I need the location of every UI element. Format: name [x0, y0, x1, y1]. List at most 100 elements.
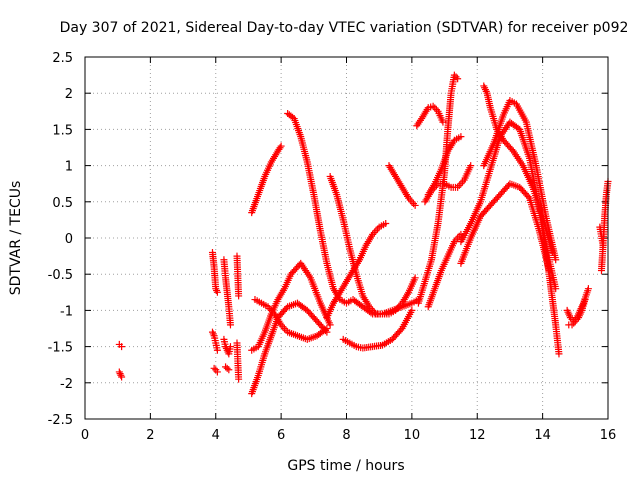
y-tick-label: 0.5 [52, 196, 73, 211]
data-point [118, 373, 126, 381]
data-point [467, 162, 475, 170]
x-tick-label: 8 [342, 428, 350, 443]
series-arc-02 [115, 368, 126, 381]
data-point [208, 328, 216, 336]
data-point [235, 292, 243, 300]
x-tick-label: 16 [600, 428, 617, 443]
data-point [116, 370, 124, 378]
data-point [117, 371, 125, 379]
series-arc-05 [210, 364, 221, 376]
data-point [382, 220, 390, 228]
series-arc-01 [115, 340, 126, 351]
data-point [223, 364, 231, 372]
data-point [570, 319, 578, 327]
data-point [454, 75, 462, 83]
data-point [115, 368, 123, 376]
series-arc-14 [251, 296, 331, 343]
series-arc-30 [563, 285, 592, 325]
x-tick-label: 4 [212, 428, 220, 443]
series-arc-23 [424, 230, 465, 311]
series-arc-09 [233, 252, 243, 300]
data-point [568, 321, 576, 329]
data-point [210, 364, 218, 372]
data-point [323, 325, 331, 332]
data-point [235, 375, 243, 383]
data-point [565, 310, 573, 318]
data-point [584, 285, 592, 293]
data-point [552, 256, 560, 264]
data-point [118, 343, 126, 351]
data-point [213, 286, 221, 294]
y-tick-label: -2.5 [48, 413, 73, 428]
x-tick-label: 6 [277, 428, 285, 443]
series-arc-08 [222, 363, 233, 374]
data-point [213, 288, 221, 296]
data-point [439, 118, 447, 126]
y-tick-label: 2.5 [52, 51, 73, 66]
data-point [411, 201, 419, 209]
data-point [226, 321, 234, 329]
series-arc-13 [248, 299, 331, 398]
x-tick-label: 0 [81, 428, 89, 443]
data-point [326, 321, 334, 329]
data-point [411, 274, 419, 282]
series-arc-20 [413, 102, 447, 130]
series-arc-33 [596, 223, 607, 249]
y-tick-label: -1 [60, 304, 73, 319]
data-point [524, 193, 532, 201]
data-point [280, 325, 288, 332]
series-arc-15 [284, 109, 422, 318]
series-arc-04 [208, 328, 221, 354]
data-point [372, 227, 380, 235]
x-tick-labels: 0 2 4 6 8 10 12 14 16 [81, 428, 616, 443]
plot-frame [84, 56, 609, 420]
data-point [397, 326, 405, 334]
chart-title: Day 307 of 2021, Sidereal Day-to-day VTE… [60, 20, 629, 36]
data-point [209, 330, 217, 338]
series-arc-28 [480, 82, 556, 256]
series-arc-12 [248, 259, 334, 354]
x-tick-label: 2 [146, 428, 154, 443]
data-point [213, 368, 221, 376]
series-arc-07 [220, 335, 234, 358]
data-point [581, 296, 589, 304]
series-arc-11 [248, 142, 285, 217]
x-tick-label: 14 [534, 428, 551, 443]
data-point [555, 350, 563, 358]
y-tick-label: 2 [65, 87, 73, 102]
series-arc-24 [421, 162, 475, 206]
data-point [431, 104, 439, 112]
series-arc-16 [323, 220, 390, 322]
data-point [213, 346, 221, 354]
series-arc-31 [565, 296, 589, 329]
data-markers [115, 71, 612, 398]
data-point [408, 198, 416, 206]
series-arc-17 [326, 172, 419, 318]
data-point [455, 182, 463, 190]
data-point [599, 241, 607, 249]
series-arc-06 [220, 256, 234, 329]
data-point [429, 102, 437, 110]
data-point [321, 326, 329, 334]
data-point [225, 366, 233, 374]
series-arc-18 [339, 306, 416, 352]
y-axis-title: SDTVAR / TECUs [8, 181, 24, 296]
x-tick-label: 12 [469, 428, 486, 443]
data-point [432, 106, 440, 114]
data-point [277, 142, 285, 150]
data-point [226, 343, 234, 351]
y-tick-label: 0 [65, 232, 73, 247]
data-point [276, 144, 284, 152]
x-axis-title: GPS time / hours [287, 458, 404, 474]
series-arc-21 [414, 71, 462, 307]
series-arc-10 [233, 339, 243, 383]
data-point [548, 248, 556, 256]
y-tick-label: -1.5 [48, 341, 73, 356]
data-point [457, 180, 465, 188]
data-point [408, 306, 416, 314]
data-point [457, 133, 465, 141]
y-tick-label: -0.5 [48, 268, 73, 283]
data-point [410, 200, 418, 208]
y-tick-label: -2 [60, 377, 73, 392]
